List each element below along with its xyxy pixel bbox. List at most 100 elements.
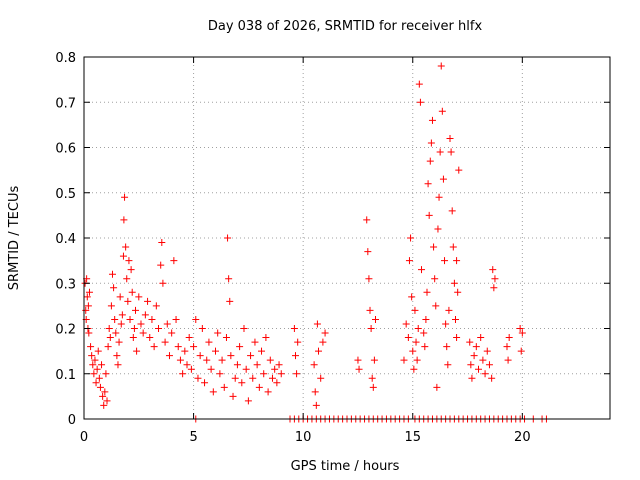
data-point [450, 279, 458, 287]
data-point [518, 329, 526, 337]
data-point [491, 275, 499, 283]
data-point [83, 293, 91, 301]
data-point [201, 379, 209, 387]
data-point [294, 338, 302, 346]
data-point [442, 320, 450, 328]
data-point [468, 374, 476, 382]
data-point [264, 388, 272, 396]
data-point [268, 374, 276, 382]
data-point [369, 383, 377, 391]
data-point [443, 343, 451, 351]
data-point [128, 288, 136, 296]
data-point [212, 347, 219, 355]
data-point [231, 374, 239, 382]
data-point [220, 383, 228, 391]
data-point [236, 343, 244, 351]
data-point [262, 334, 270, 342]
x-tick-label: 5 [189, 430, 197, 445]
data-point [125, 257, 133, 265]
data-point [451, 315, 459, 323]
data-point [260, 370, 268, 378]
data-point [253, 361, 261, 369]
data-point [448, 207, 456, 215]
data-point [152, 302, 160, 310]
data-point [121, 193, 129, 201]
data-point [85, 288, 93, 296]
data-point [449, 243, 457, 251]
data-point [155, 325, 163, 332]
data-point [103, 397, 111, 405]
data-point [466, 338, 474, 346]
x-tick-label: 10 [295, 430, 312, 445]
data-point [273, 379, 281, 387]
data-point [412, 338, 420, 346]
x-axis-label: GPS time / hours [291, 459, 400, 474]
data-point [503, 343, 511, 351]
data-point [467, 361, 475, 369]
data-point [226, 297, 234, 305]
data-point [504, 356, 512, 364]
data-point [313, 320, 321, 328]
data-point [439, 175, 447, 183]
y-tick-label: 0.7 [55, 96, 76, 111]
data-point [99, 392, 107, 400]
data-point [227, 352, 235, 360]
data-point [179, 370, 187, 378]
data-point [437, 62, 445, 70]
data-point [108, 270, 116, 278]
data-point [290, 325, 298, 332]
data-point [408, 293, 416, 301]
data-point [113, 352, 121, 360]
data-point [225, 275, 233, 283]
data-point [139, 329, 147, 337]
data-point [158, 239, 166, 247]
data-point [130, 325, 138, 332]
axis-ticks [83, 56, 610, 420]
data-point [477, 334, 485, 342]
data-point [148, 315, 156, 323]
data-point [488, 374, 496, 382]
data-point [319, 338, 327, 346]
data-point [203, 356, 211, 364]
y-tick-labels: 0 0.1 0.2 0.3 0.4 0.5 0.6 0.7 0.8 [55, 51, 76, 428]
data-point [150, 343, 158, 351]
data-point [475, 365, 482, 373]
data-point [89, 361, 97, 369]
data-point [124, 297, 132, 305]
data-point [126, 315, 134, 323]
data-point [116, 293, 124, 301]
data-point [222, 334, 230, 342]
data-point [423, 288, 431, 296]
data-point [102, 370, 110, 378]
data-point [98, 361, 106, 369]
data-point [84, 302, 92, 310]
data-point [229, 392, 237, 400]
data-point [317, 374, 325, 382]
y-tick-label: 0.6 [55, 142, 76, 157]
data-point [122, 243, 130, 251]
data-point [436, 148, 444, 156]
data-point [165, 352, 173, 360]
data-point [433, 383, 441, 391]
data-point [176, 356, 184, 364]
data-point [364, 248, 372, 256]
data-point [481, 370, 489, 378]
data-point [107, 302, 115, 310]
data-point [127, 266, 135, 274]
data-point [224, 234, 232, 242]
data-point [209, 388, 217, 396]
data-point [117, 320, 125, 328]
data-point [447, 148, 455, 156]
data-point [170, 257, 178, 265]
data-point [355, 365, 363, 373]
data-point [132, 306, 140, 314]
data-point [453, 334, 461, 342]
data-point [427, 139, 435, 147]
y-tick-label: 0.4 [55, 232, 76, 247]
data-point [277, 370, 285, 378]
data-point [255, 383, 263, 391]
data-point [185, 334, 193, 342]
data-point [192, 315, 200, 323]
data-point [365, 275, 373, 283]
data-point [410, 365, 418, 373]
